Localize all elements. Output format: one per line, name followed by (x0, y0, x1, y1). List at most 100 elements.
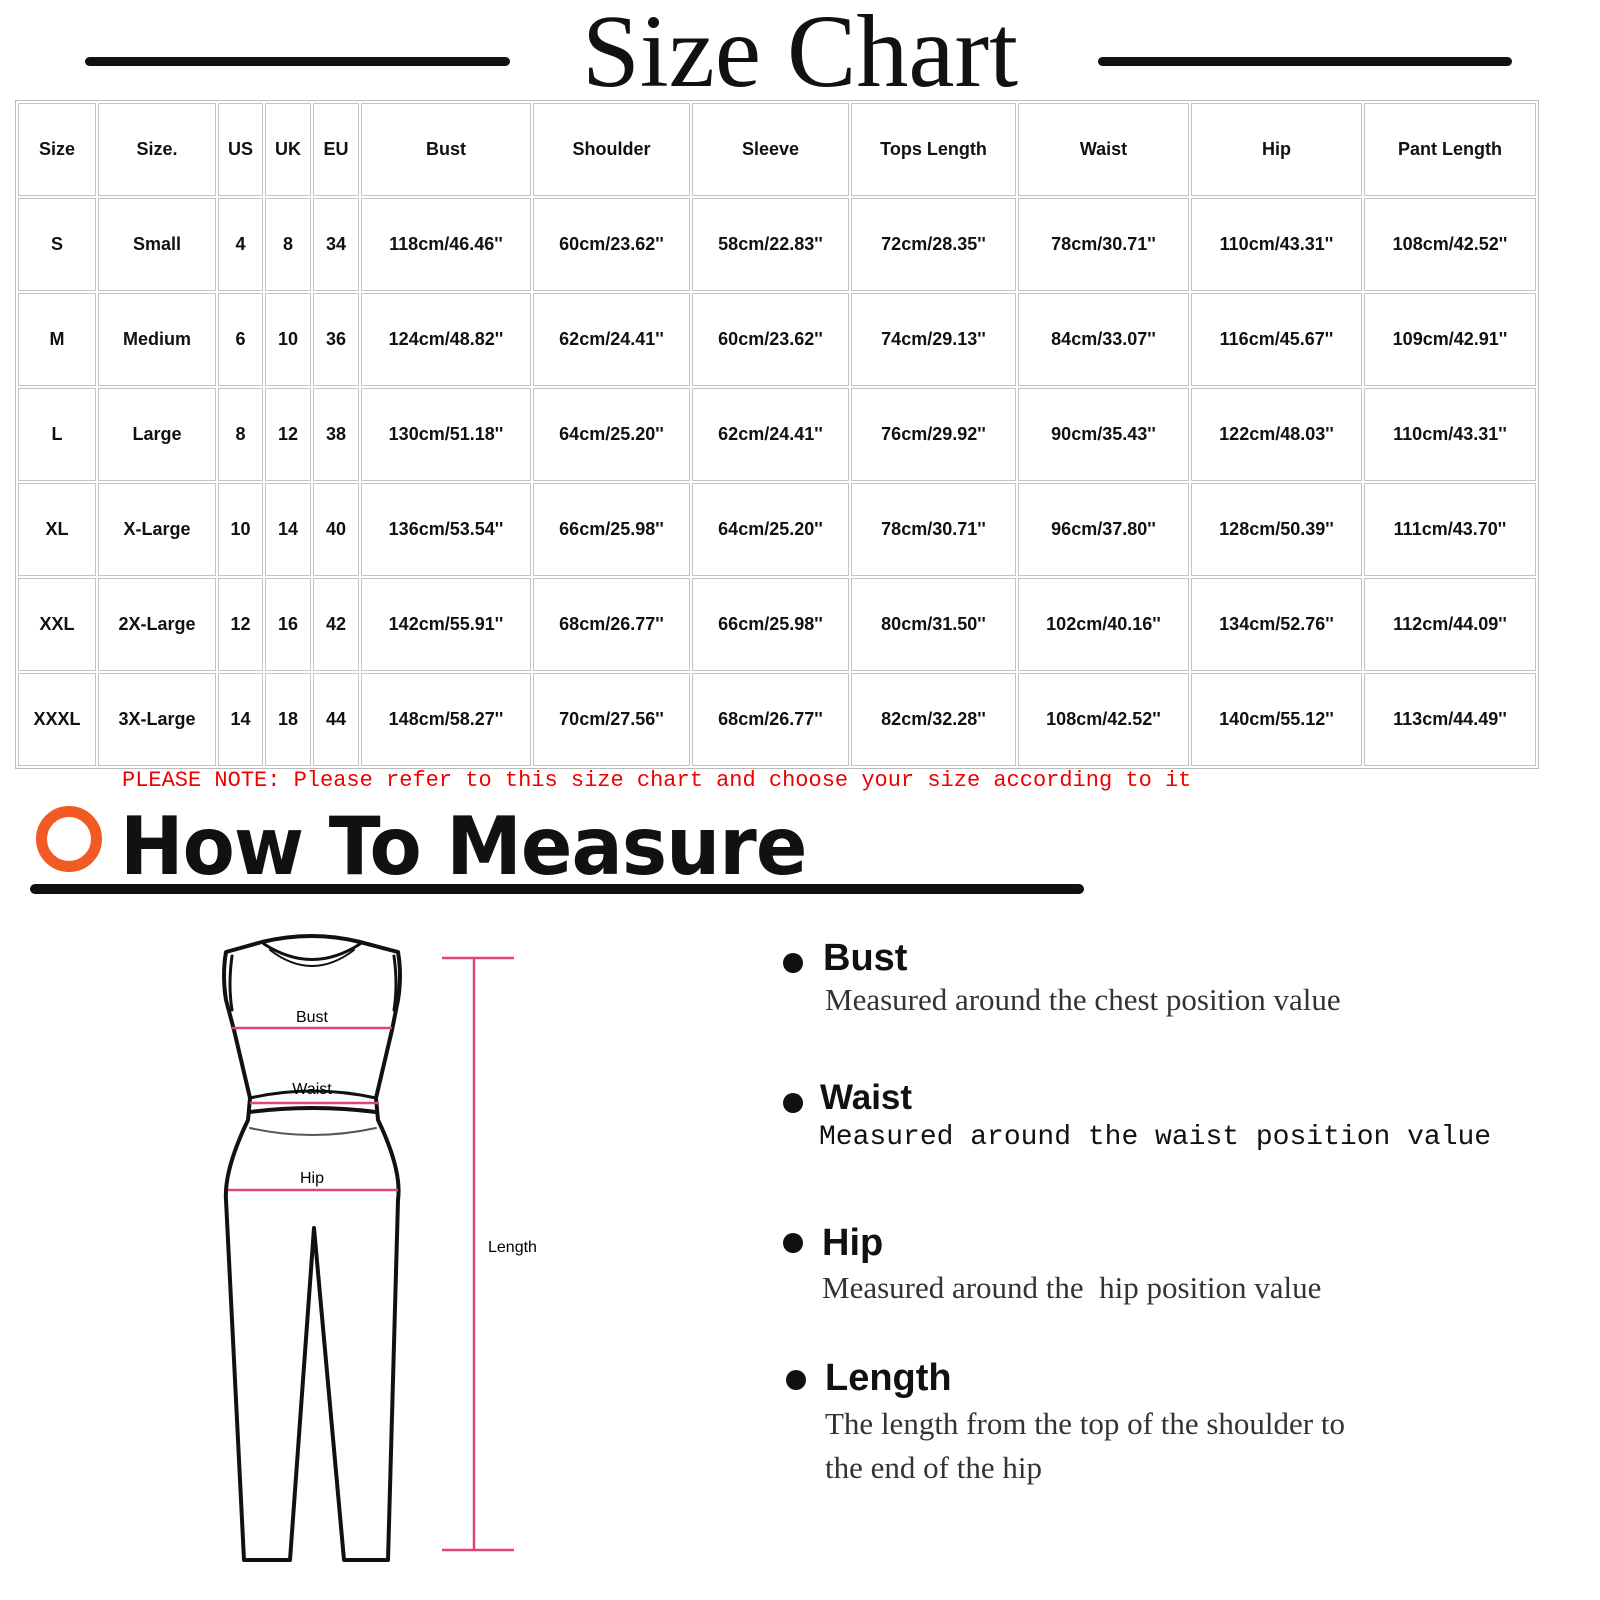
table-cell: 84cm/33.07'' (1018, 293, 1189, 386)
column-header: UK (265, 103, 311, 196)
table-cell: 82cm/32.28'' (851, 673, 1016, 766)
table-row: M Medium 6 10 36 124cm/48.82'' 62cm/24.41'' 60c… (18, 293, 1536, 386)
table-cell: 128cm/50.39'' (1191, 483, 1362, 576)
figure-label-bust: Bust (296, 1009, 329, 1026)
jumpsuit-outline (222, 934, 402, 1562)
table-cell: 12 (218, 578, 263, 671)
table-cell: 110cm/43.31'' (1364, 388, 1536, 481)
table-cell: 18 (265, 673, 311, 766)
size-table: Size Size. US UK EU Bust Shoulder Sleeve Tops Le… (15, 100, 1539, 769)
table-cell: XL (18, 483, 96, 576)
table-cell: 110cm/43.31'' (1191, 198, 1362, 291)
table-cell: 44 (313, 673, 359, 766)
table-cell: Large (98, 388, 216, 481)
table-cell: 102cm/40.16'' (1018, 578, 1189, 671)
bullet-icon (786, 1370, 806, 1390)
table-row: L Large 8 12 38 130cm/51.18'' 64cm/25.20'' 62cm… (18, 388, 1536, 481)
table-row: XL X-Large 10 14 40 136cm/53.54'' 66cm/25.98''… (18, 483, 1536, 576)
table-cell: 8 (218, 388, 263, 481)
table-cell: 14 (265, 483, 311, 576)
orange-ring-icon (36, 806, 102, 872)
table-cell: 10 (265, 293, 311, 386)
table-cell: 122cm/48.03'' (1191, 388, 1362, 481)
table-cell: 134cm/52.76'' (1191, 578, 1362, 671)
table-cell: 2X-Large (98, 578, 216, 671)
table-cell: 58cm/22.83'' (692, 198, 849, 291)
table-cell: 12 (265, 388, 311, 481)
table-cell: 64cm/25.20'' (533, 388, 690, 481)
table-cell: 66cm/25.98'' (533, 483, 690, 576)
table-cell: 38 (313, 388, 359, 481)
measure-desc-hip: Measured around the hip position value (822, 1270, 1322, 1305)
table-cell: 76cm/29.92'' (851, 388, 1016, 481)
table-cell: 78cm/30.71'' (1018, 198, 1189, 291)
table-cell: 148cm/58.27'' (361, 673, 531, 766)
column-header: Sleeve (692, 103, 849, 196)
table-cell: 10 (218, 483, 263, 576)
table-cell: 66cm/25.98'' (692, 578, 849, 671)
table-cell: 60cm/23.62'' (533, 198, 690, 291)
bullet-icon (783, 953, 803, 973)
table-cell: 112cm/44.09'' (1364, 578, 1536, 671)
table-cell: 78cm/30.71'' (851, 483, 1016, 576)
column-header: US (218, 103, 263, 196)
measure-lines (228, 956, 514, 1552)
table-cell: 70cm/27.56'' (533, 673, 690, 766)
table-row: XXL 2X-Large 12 16 42 142cm/55.91'' 68cm/26.77… (18, 578, 1536, 671)
table-cell: 108cm/42.52'' (1364, 198, 1536, 291)
table-cell: 60cm/23.62'' (692, 293, 849, 386)
column-header: Waist (1018, 103, 1189, 196)
table-cell: 68cm/26.77'' (533, 578, 690, 671)
table-cell: 130cm/51.18'' (361, 388, 531, 481)
table-cell: 90cm/35.43'' (1018, 388, 1189, 481)
table-header-row: Size Size. US UK EU Bust Shoulder Sleeve Tops Le… (18, 103, 1536, 196)
size-note: PLEASE NOTE: Please refer to this size c… (122, 768, 1192, 793)
table-cell: 68cm/26.77'' (692, 673, 849, 766)
column-header: Bust (361, 103, 531, 196)
column-header: Size (18, 103, 96, 196)
bullet-icon (783, 1233, 803, 1253)
figure-label-hip: Hip (300, 1170, 324, 1187)
table-cell: 64cm/25.20'' (692, 483, 849, 576)
measure-heading-hip: Hip (822, 1222, 884, 1264)
table-cell: XXL (18, 578, 96, 671)
table-cell: X-Large (98, 483, 216, 576)
table-cell: 72cm/28.35'' (851, 198, 1016, 291)
column-header: Size. (98, 103, 216, 196)
table-cell: XXXL (18, 673, 96, 766)
measure-desc-length: The length from the top of the shoulder … (825, 1406, 1345, 1441)
measure-desc-length-2: the end of the hip (825, 1450, 1042, 1485)
table-row: S Small 4 8 34 118cm/46.46'' 60cm/23.62'' 58cm/… (18, 198, 1536, 291)
column-header: EU (313, 103, 359, 196)
table-cell: 6 (218, 293, 263, 386)
section-rule (30, 884, 1084, 894)
measure-desc-waist: Measured around the waist position value (819, 1122, 1492, 1153)
column-header: Hip (1191, 103, 1362, 196)
measure-heading-waist: Waist (820, 1078, 913, 1117)
table-cell: 140cm/55.12'' (1191, 673, 1362, 766)
column-header: Tops Length (851, 103, 1016, 196)
measure-heading-bust: Bust (823, 937, 908, 979)
column-header: Pant Length (1364, 103, 1536, 196)
table-cell: 116cm/45.67'' (1191, 293, 1362, 386)
table-cell: 113cm/44.49'' (1364, 673, 1536, 766)
figure-label-waist: Waist (292, 1081, 332, 1098)
table-cell: 108cm/42.52'' (1018, 673, 1189, 766)
table-cell: 111cm/43.70'' (1364, 483, 1536, 576)
table-cell: 80cm/31.50'' (851, 578, 1016, 671)
table-cell: 42 (313, 578, 359, 671)
table-cell: 34 (313, 198, 359, 291)
table-cell: 142cm/55.91'' (361, 578, 531, 671)
table-cell: 16 (265, 578, 311, 671)
table-row: XXXL 3X-Large 14 18 44 148cm/58.27'' 70cm/27.5… (18, 673, 1536, 766)
table-cell: 118cm/46.46'' (361, 198, 531, 291)
measure-heading-length: Length (825, 1357, 952, 1399)
table-cell: M (18, 293, 96, 386)
table-cell: Medium (98, 293, 216, 386)
table-cell: 36 (313, 293, 359, 386)
title-rule-left (85, 57, 510, 66)
table-cell: Small (98, 198, 216, 291)
title-rule-right (1098, 57, 1512, 66)
